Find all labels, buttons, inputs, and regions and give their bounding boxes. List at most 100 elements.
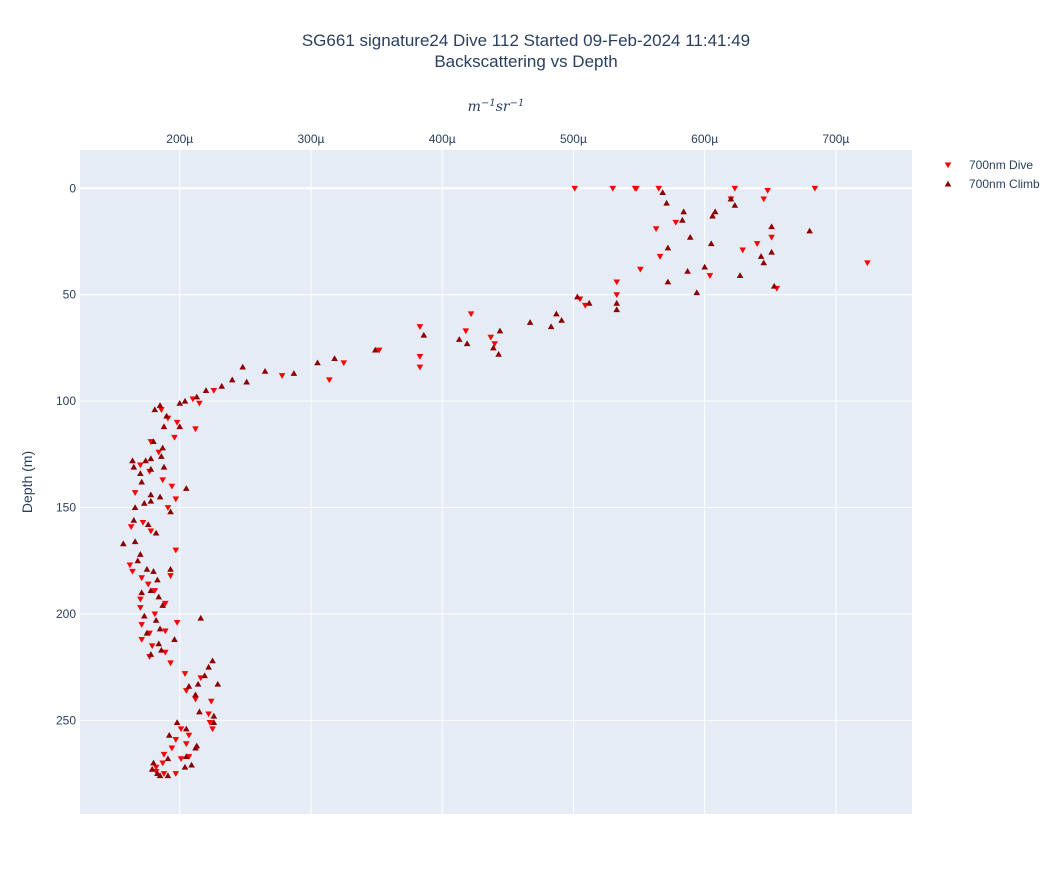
climb-point[interactable] xyxy=(155,593,163,600)
dive-point[interactable] xyxy=(210,388,218,394)
climb-point[interactable] xyxy=(711,208,719,215)
dive-point[interactable] xyxy=(192,426,199,433)
dive-point[interactable] xyxy=(131,490,139,496)
dive-point[interactable] xyxy=(181,671,189,677)
climb-point[interactable] xyxy=(770,282,778,289)
climb-point[interactable] xyxy=(664,244,672,251)
climb-point[interactable] xyxy=(331,355,338,362)
dive-point[interactable] xyxy=(764,187,771,194)
climb-point[interactable] xyxy=(613,299,621,306)
dive-point[interactable] xyxy=(340,360,348,367)
climb-point[interactable] xyxy=(701,263,708,270)
climb-point[interactable] xyxy=(731,202,739,208)
dive-point[interactable] xyxy=(168,483,176,490)
dive-point[interactable] xyxy=(609,185,617,192)
dive-point[interactable] xyxy=(172,737,180,743)
dive-point[interactable] xyxy=(207,698,215,705)
climb-point[interactable] xyxy=(176,399,184,406)
climb-point[interactable] xyxy=(192,691,199,698)
climb-point[interactable] xyxy=(495,351,502,357)
dive-point[interactable] xyxy=(637,266,644,273)
dive-point[interactable] xyxy=(182,688,190,694)
dive-point[interactable] xyxy=(652,226,660,233)
dive-point[interactable] xyxy=(173,419,181,426)
climb-point[interactable] xyxy=(727,195,735,202)
dive-point[interactable] xyxy=(487,334,495,341)
dive-point[interactable] xyxy=(137,605,144,611)
climb-point[interactable] xyxy=(663,199,670,206)
dive-point[interactable] xyxy=(864,260,871,267)
climb-point[interactable] xyxy=(176,423,184,430)
climb-point[interactable] xyxy=(156,625,164,632)
climb-point[interactable] xyxy=(164,755,172,762)
legend-item[interactable]: 700nm Dive xyxy=(944,158,1034,172)
plot-area[interactable] xyxy=(80,150,912,814)
dive-point[interactable] xyxy=(655,185,663,192)
climb-point[interactable] xyxy=(138,478,145,485)
dive-point[interactable] xyxy=(185,732,193,739)
climb-point[interactable] xyxy=(314,359,321,366)
climb-point[interactable] xyxy=(130,463,138,470)
climb-point[interactable] xyxy=(496,327,504,334)
climb-point[interactable] xyxy=(209,657,216,664)
dive-point[interactable] xyxy=(151,611,159,618)
climb-point[interactable] xyxy=(547,323,555,330)
climb-point[interactable] xyxy=(806,227,813,234)
legend-item[interactable]: 700nm Climb xyxy=(944,177,1040,191)
dive-point[interactable] xyxy=(137,596,144,603)
climb-point[interactable] xyxy=(664,278,672,285)
climb-point[interactable] xyxy=(192,744,199,751)
climb-point[interactable] xyxy=(194,680,202,687)
climb-point[interactable] xyxy=(239,363,247,370)
dive-point[interactable] xyxy=(672,219,680,226)
dive-point[interactable] xyxy=(811,185,819,192)
climb-point[interactable] xyxy=(182,725,190,732)
dive-point[interactable] xyxy=(159,477,166,484)
dive-point[interactable] xyxy=(137,462,144,469)
dive-point[interactable] xyxy=(462,328,470,335)
dive-point[interactable] xyxy=(196,400,203,407)
climb-point[interactable] xyxy=(163,412,170,419)
climb-point[interactable] xyxy=(181,763,189,770)
climb-point[interactable] xyxy=(261,368,269,374)
climb-point[interactable] xyxy=(141,612,148,619)
climb-point[interactable] xyxy=(693,289,701,296)
climb-point[interactable] xyxy=(463,340,471,347)
climb-point[interactable] xyxy=(150,759,157,766)
climb-point[interactable] xyxy=(686,233,694,240)
climb-point[interactable] xyxy=(182,485,190,491)
climb-point[interactable] xyxy=(164,772,172,779)
dive-point[interactable] xyxy=(127,524,135,530)
dive-point[interactable] xyxy=(155,449,163,456)
dive-point[interactable] xyxy=(206,720,214,726)
climb-point[interactable] xyxy=(131,538,139,545)
dive-point[interactable] xyxy=(613,279,621,286)
dive-point[interactable] xyxy=(633,185,640,192)
climb-point[interactable] xyxy=(158,646,165,653)
dive-point[interactable] xyxy=(192,696,199,703)
dive-point[interactable] xyxy=(161,600,169,607)
climb-point[interactable] xyxy=(155,640,163,647)
dive-point[interactable] xyxy=(739,247,747,254)
climb-point[interactable] xyxy=(202,387,210,393)
climb-point[interactable] xyxy=(158,453,165,459)
climb-point[interactable] xyxy=(201,672,208,679)
dive-point[interactable] xyxy=(167,660,174,667)
climb-point[interactable] xyxy=(160,423,168,430)
climb-point[interactable] xyxy=(613,306,621,313)
climb-point[interactable] xyxy=(181,397,189,404)
climb-point[interactable] xyxy=(205,663,212,670)
climb-point[interactable] xyxy=(147,455,155,462)
dive-point[interactable] xyxy=(139,519,147,526)
climb-point[interactable] xyxy=(210,712,218,719)
climb-point[interactable] xyxy=(197,614,205,621)
climb-point[interactable] xyxy=(193,393,201,400)
climb-point[interactable] xyxy=(167,508,174,515)
climb-point[interactable] xyxy=(210,719,218,725)
climb-point[interactable] xyxy=(290,370,298,376)
dive-point[interactable] xyxy=(416,364,424,371)
climb-point[interactable] xyxy=(659,189,666,196)
climb-point[interactable] xyxy=(243,378,250,385)
climb-point[interactable] xyxy=(147,651,155,657)
climb-point[interactable] xyxy=(196,708,203,715)
